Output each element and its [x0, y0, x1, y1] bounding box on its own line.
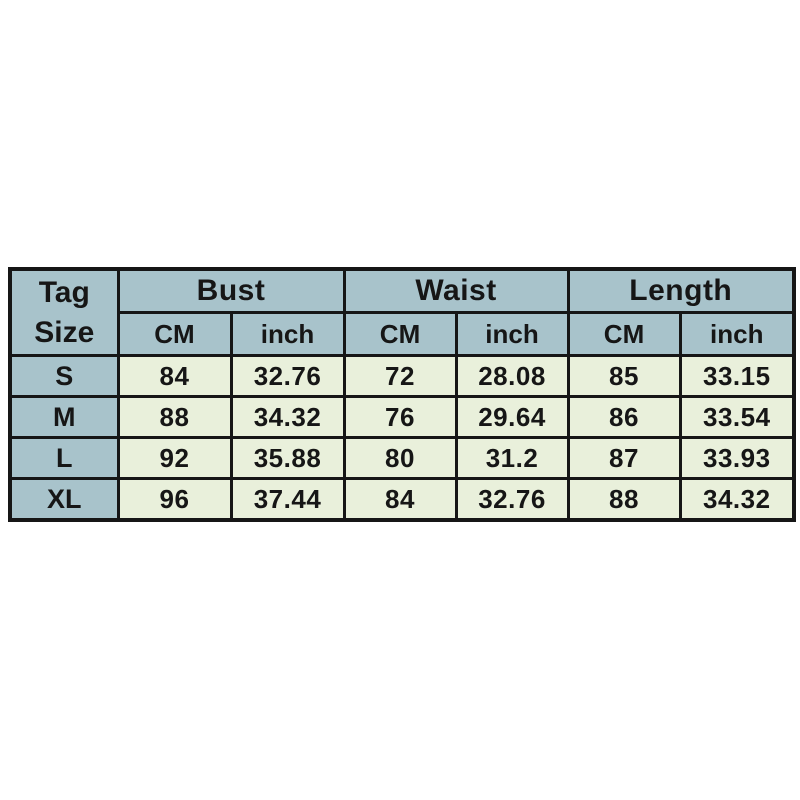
- group-header-row: Tag Size Bust Waist Length: [8, 267, 796, 357]
- value-cell: 35.88: [229, 436, 346, 480]
- length-inch-header: inch: [678, 311, 796, 357]
- value-cell: 96: [116, 477, 233, 522]
- value-cell: 28.08: [454, 354, 570, 398]
- length-header: Length: [566, 267, 796, 314]
- value-cell: 84: [342, 477, 458, 522]
- value-cell: 37.44: [229, 477, 346, 522]
- value-cell: 33.54: [678, 395, 796, 439]
- value-cell: 76: [342, 395, 458, 439]
- value-cell: 87: [566, 436, 682, 480]
- value-cell: 85: [566, 354, 682, 398]
- waist-header: Waist: [342, 267, 570, 314]
- table-row-xl: XL 96 37.44 84 32.76 88 34.32: [8, 477, 796, 522]
- value-cell: 86: [566, 395, 682, 439]
- table-row-s: S 84 32.76 72 28.08 85 33.15: [8, 354, 796, 398]
- table-row-m: M 88 34.32 76 29.64 86 33.54: [8, 395, 796, 439]
- value-cell: 33.93: [678, 436, 796, 480]
- value-cell: 84: [116, 354, 233, 398]
- value-cell: 88: [116, 395, 233, 439]
- bust-header: Bust: [116, 267, 346, 314]
- value-cell: 80: [342, 436, 458, 480]
- bust-inch-header: inch: [229, 311, 346, 357]
- size-cell: L: [8, 436, 120, 480]
- value-cell: 32.76: [454, 477, 570, 522]
- value-cell: 92: [116, 436, 233, 480]
- length-cm-header: CM: [566, 311, 682, 357]
- table-row-l: L 92 35.88 80 31.2 87 33.93: [8, 436, 796, 480]
- size-cell: XL: [8, 477, 120, 522]
- tag-size-header: Tag Size: [8, 267, 120, 357]
- value-cell: 72: [342, 354, 458, 398]
- value-cell: 33.15: [678, 354, 796, 398]
- value-cell: 31.2: [454, 436, 570, 480]
- bust-cm-header: CM: [116, 311, 233, 357]
- tag-size-line1: Tag: [38, 275, 90, 309]
- value-cell: 34.32: [678, 477, 796, 522]
- value-cell: 32.76: [229, 354, 346, 398]
- size-cell: M: [8, 395, 120, 439]
- value-cell: 88: [566, 477, 682, 522]
- tag-size-line2: Size: [34, 315, 95, 349]
- waist-inch-header: inch: [454, 311, 570, 357]
- value-cell: 29.64: [454, 395, 570, 439]
- size-chart-table: Tag Size Bust Waist Length CM inch CM in…: [8, 267, 797, 522]
- value-cell: 34.32: [229, 395, 346, 439]
- unit-header-row: CM inch CM inch CM inch: [10, 311, 796, 357]
- size-cell: S: [8, 354, 120, 398]
- waist-cm-header: CM: [342, 311, 458, 357]
